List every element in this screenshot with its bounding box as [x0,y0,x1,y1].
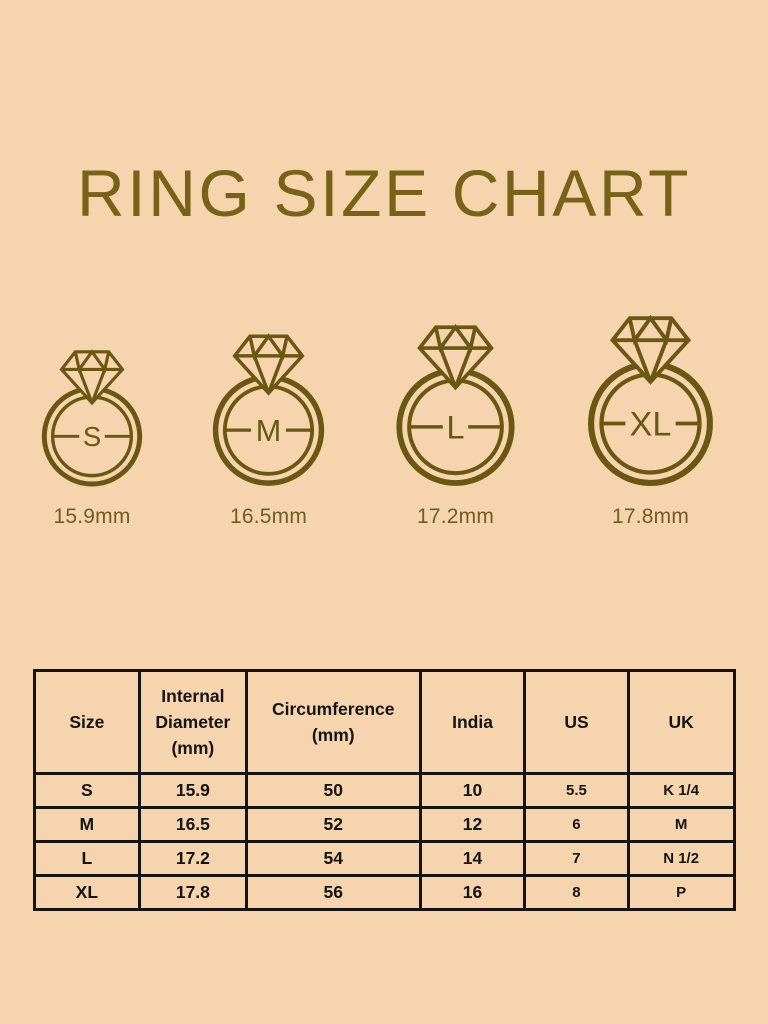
header-uk: UK [626,669,736,776]
table-row: XL 17.8 56 16 8 P [32,874,736,912]
ring-size-xl: XL 17.8mm [577,301,724,529]
ring-diameter-label: 15.9mm [53,505,131,529]
cell-size: XL [32,874,142,912]
ring-size-letter: L [446,410,464,446]
cell-circumference: 54 [244,840,422,878]
ring-size-letter: M [256,414,281,448]
ring-size-m: M 16.5mm [203,321,334,529]
cell-india: 16 [418,874,527,912]
cell-india: 10 [418,772,527,810]
ring-size-letter: XL [630,406,672,444]
cell-internal-diameter: 17.8 [138,874,248,912]
cell-circumference: 52 [244,806,422,844]
header-size: Size [32,669,142,776]
cell-india: 12 [418,806,527,844]
diamond-icon [609,314,692,385]
header-circumference: Circumference (mm) [244,669,422,776]
ring-s-icon: S [41,348,143,487]
cell-us: 5.5 [523,772,630,810]
header-internal-diameter: Internal Diameter (mm) [138,669,248,776]
cell-uk: M [626,806,736,844]
diamond-icon [232,333,305,396]
diamond-icon [417,324,494,391]
ring-diameter-label: 16.5mm [229,505,308,529]
cell-size: L [32,840,142,878]
ring-icons-row: S 15.9mm M 16.5mm [0,301,768,529]
cell-circumference: 50 [244,772,422,810]
ring-size-letter: S [83,421,101,452]
cell-uk: K 1/4 [626,772,736,810]
cell-internal-diameter: 17.2 [138,840,248,878]
cell-size: S [32,772,142,810]
cell-us: 6 [523,806,630,844]
header-us: US [523,669,630,776]
ring-size-l: L 17.2mm [386,311,525,529]
ring-size-s: S 15.9mm [33,338,151,529]
cell-uk: P [626,874,736,912]
ring-diameter-label: 17.2mm [416,505,495,529]
table-body: S 15.9 50 10 5.5 K 1/4 M 16.5 52 12 6 M … [32,772,736,912]
ring-m-icon: M [212,333,325,487]
cell-uk: N 1/2 [626,840,736,878]
table-header-row: Size Internal Diameter (mm) Circumferenc… [32,669,736,776]
table-row: L 17.2 54 14 7 N 1/2 [32,840,736,878]
diamond-icon [59,348,125,405]
ring-size-table: Size Internal Diameter (mm) Circumferenc… [32,669,736,912]
cell-size: M [32,806,142,844]
cell-internal-diameter: 15.9 [138,772,248,810]
table-row: M 16.5 52 12 6 M [32,806,736,844]
page-title: RING SIZE CHART [76,156,692,230]
cell-internal-diameter: 16.5 [138,806,248,844]
ring-l-icon: L [396,324,515,487]
table-row: S 15.9 50 10 5.5 K 1/4 [32,772,736,810]
cell-us: 7 [523,840,630,878]
cell-circumference: 56 [244,874,422,912]
cell-india: 14 [418,840,527,878]
header-india: India [418,669,527,776]
ring-xl-icon: XL [588,314,713,486]
cell-us: 8 [523,874,630,912]
ring-diameter-label: 17.8mm [611,505,690,529]
